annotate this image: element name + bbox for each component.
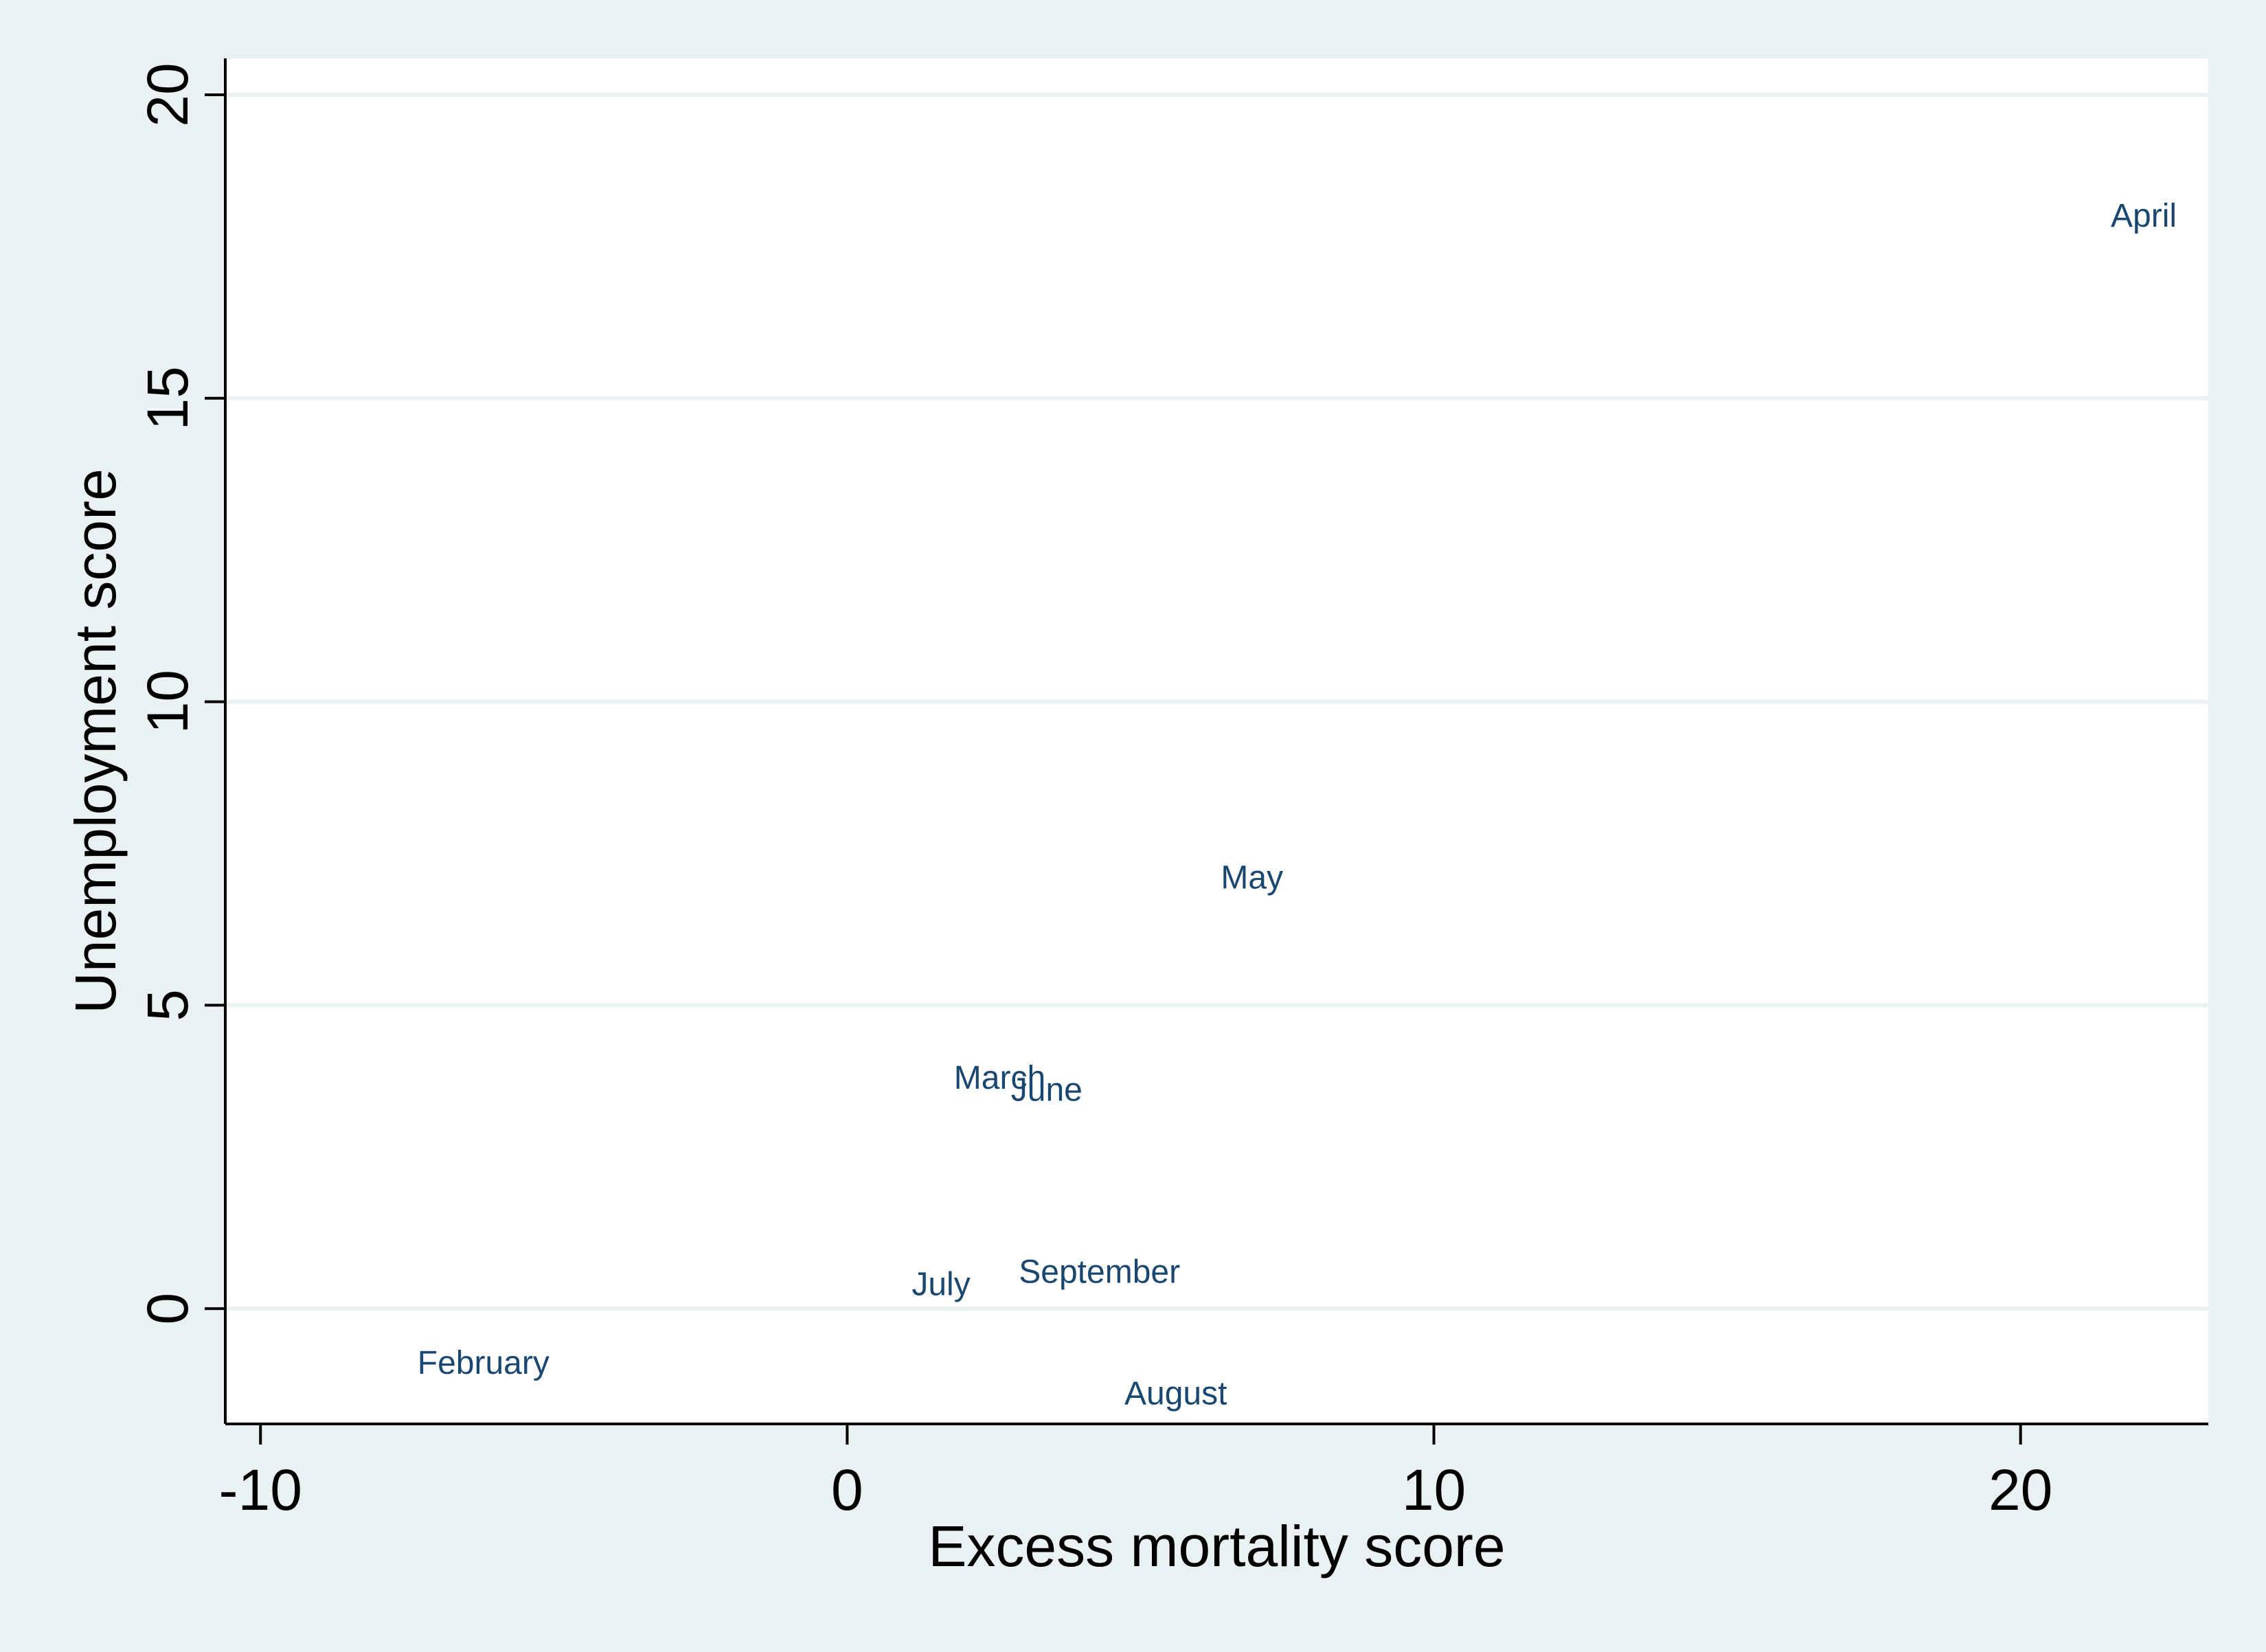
y-axis-title: Unemployment score	[63, 468, 128, 1014]
y-tick-label: 10	[135, 670, 200, 734]
point-label-april: April	[2111, 198, 2177, 234]
x-tick-label: -10	[219, 1458, 302, 1522]
x-axis-title: Excess mortality score	[928, 1514, 1505, 1579]
axes: 0 5 10 15 20 -10 0 10 20	[135, 58, 2208, 1522]
x-tick-label: 20	[1989, 1458, 2052, 1522]
gridlines	[225, 93, 2208, 1311]
point-label-september: September	[1019, 1254, 1180, 1291]
point-label-july: July	[911, 1266, 970, 1302]
y-tick-label: 5	[135, 989, 200, 1021]
x-tick-label: 10	[1402, 1458, 1466, 1522]
point-label-february: February	[418, 1345, 549, 1381]
y-tick-label: 15	[135, 366, 200, 430]
y-tick-label: 20	[135, 63, 200, 126]
x-tick-label: 0	[831, 1458, 863, 1522]
plot-area	[225, 58, 2208, 1424]
point-label-august: August	[1124, 1375, 1227, 1412]
point-label-june: June	[1011, 1072, 1083, 1109]
y-tick-label: 0	[135, 1293, 200, 1325]
point-label-march: March	[954, 1060, 1045, 1096]
point-label-may: May	[1221, 859, 1283, 896]
point-labels: February March April May June July August Septe…	[418, 198, 2177, 1412]
